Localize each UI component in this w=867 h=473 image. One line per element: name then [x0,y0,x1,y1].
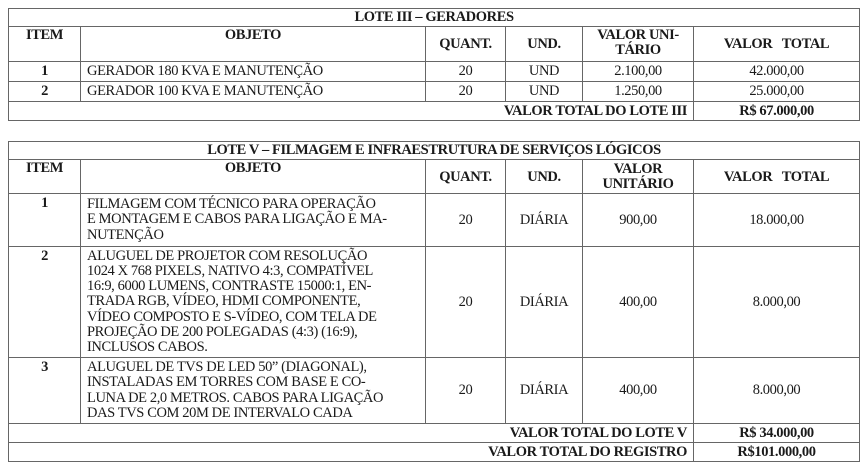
table-row: 2 GERADOR 100 KVA E MANUTENÇÃO 20 UND 1.… [8,81,861,102]
objeto: ALUGUEL DE PROJETOR COM RESOLUÇÃO 1024 X… [80,246,426,358]
table-row: 1 GERADOR 180 KVA E MANUTENÇÃO 20 UND 2.… [8,61,861,82]
header-valor-total: VALOR TOTAL [692,26,861,62]
valor-unitario: 400,00 [582,246,694,358]
objeto-line: FILMAGEM COM TÉCNICO PARA OPERAÇÃO [87,196,376,213]
table-row: 1 FILMAGEM COM TÉCNICO PARA OPERAÇÃO E M… [8,193,861,247]
objeto-line: INSTALADAS EM TORRES COM BASE E CO- [87,374,366,391]
objeto-line: ALUGUEL DE TVS DE LED 50” (DIAGONAL), [87,359,367,376]
und: DIÁRIA [505,357,583,424]
objeto-line: VÍDEO COMPOSTO E S-VÍDEO, COM TELA DE [87,308,377,325]
valor-total: 18.000,00 [692,193,861,247]
registro-total-label: VALOR TOTAL DO REGISTRO [8,442,694,462]
item-number: 1 [8,61,81,82]
table-row: 3 ALUGUEL DE TVS DE LED 50” (DIAGONAL), … [8,357,861,424]
registro-total-value: R$101.000,00 [692,442,861,462]
valor-unitario: 400,00 [582,357,694,424]
valor-total: 8.000,00 [692,246,861,358]
und: UND [505,81,583,102]
header-item: ITEM [8,26,81,62]
header-objeto: OBJETO [80,26,426,62]
header-objeto: OBJETO [80,159,426,194]
header-line: VALOR [613,161,663,177]
header-quant: QUANT. [425,26,506,62]
objeto: GERADOR 180 KVA E MANUTENÇÃO [80,61,426,82]
objeto-line: NUTENÇÃO [87,226,164,243]
und: UND [505,61,583,82]
objeto-line: PROJEÇÃO DE 200 POLEGADAS (4:3) (16:9), [87,323,358,340]
objeto: ALUGUEL DE TVS DE LED 50” (DIAGONAL), IN… [80,357,426,424]
objeto-line: 16:9, 6000 LUMENS, CONTRASTE 15000:1, EN… [87,278,372,295]
header-item: ITEM [8,159,81,194]
valor-total: 8.000,00 [692,357,861,424]
header-und: UND. [505,26,583,62]
lote-total-label: VALOR TOTAL DO LOTE III [8,101,694,121]
objeto-line: TRADA RGB, VÍDEO, HDMI COMPONENTE, [87,293,361,310]
quant: 20 [425,61,506,82]
objeto-line: ALUGUEL DE PROJETOR COM RESOLUÇÃO [87,247,368,264]
lote-v-table: LOTE V – FILMAGEM E INFRAESTRUTURA DE SE… [7,141,861,462]
objeto-line: E MONTAGEM E CABOS PARA LIGAÇÃO E MA- [87,211,387,228]
item-number: 1 [8,193,81,247]
header-valor-total: VALOR TOTAL [692,159,861,194]
und: DIÁRIA [505,246,583,358]
header-line: VALOR UNI- [597,27,679,43]
quant: 20 [425,81,506,102]
objeto-line: LUNA DE 2,0 METROS. CABOS PARA LIGAÇÃO [87,389,384,406]
valor-unitario: 1.250,00 [582,81,694,102]
item-number: 3 [8,357,81,424]
lote-total-label: VALOR TOTAL DO LOTE V [8,423,694,443]
lote-iii-table: LOTE III – GERADORES ITEM OBJETO QUANT. … [7,8,861,121]
lote-total-value: R$ 67.000,00 [692,101,861,121]
objeto-line: INCLUSOS CABOS. [87,339,208,355]
table-row: 2 ALUGUEL DE PROJETOR COM RESOLUÇÃO 1024… [8,246,861,358]
quant: 20 [425,193,506,247]
valor-unitario: 900,00 [582,193,694,247]
header-quant: QUANT. [425,159,506,194]
objeto-line: 1024 X 768 PIXELS, NATIVO 4:3, COMPATÍVE… [87,262,373,279]
und: DIÁRIA [505,193,583,247]
header-line: TÁRIO [615,42,661,58]
lote-total-value: R$ 34.000,00 [692,423,861,443]
header-valor-unitario: VALOR UNITÁRIO [582,159,694,194]
valor-total: 25.000,00 [692,81,861,102]
valor-total: 42.000,00 [692,61,861,82]
objeto: FILMAGEM COM TÉCNICO PARA OPERAÇÃO E MON… [80,193,426,247]
header-line: UNITÁRIO [602,176,674,192]
lote-iii-title: LOTE III – GERADORES [7,8,861,27]
valor-unitario: 2.100,00 [582,61,694,82]
objeto-line: DAS TVS COM 20M DE INTERVALO CADA [87,404,353,421]
header-valor-unitario: VALOR UNI- TÁRIO [582,26,694,62]
item-number: 2 [8,246,81,358]
objeto: GERADOR 100 KVA E MANUTENÇÃO [80,81,426,102]
header-und: UND. [505,159,583,194]
item-number: 2 [8,81,81,102]
quant: 20 [425,357,506,424]
lote-v-title: LOTE V – FILMAGEM E INFRAESTRUTURA DE SE… [7,141,861,160]
quant: 20 [425,246,506,358]
